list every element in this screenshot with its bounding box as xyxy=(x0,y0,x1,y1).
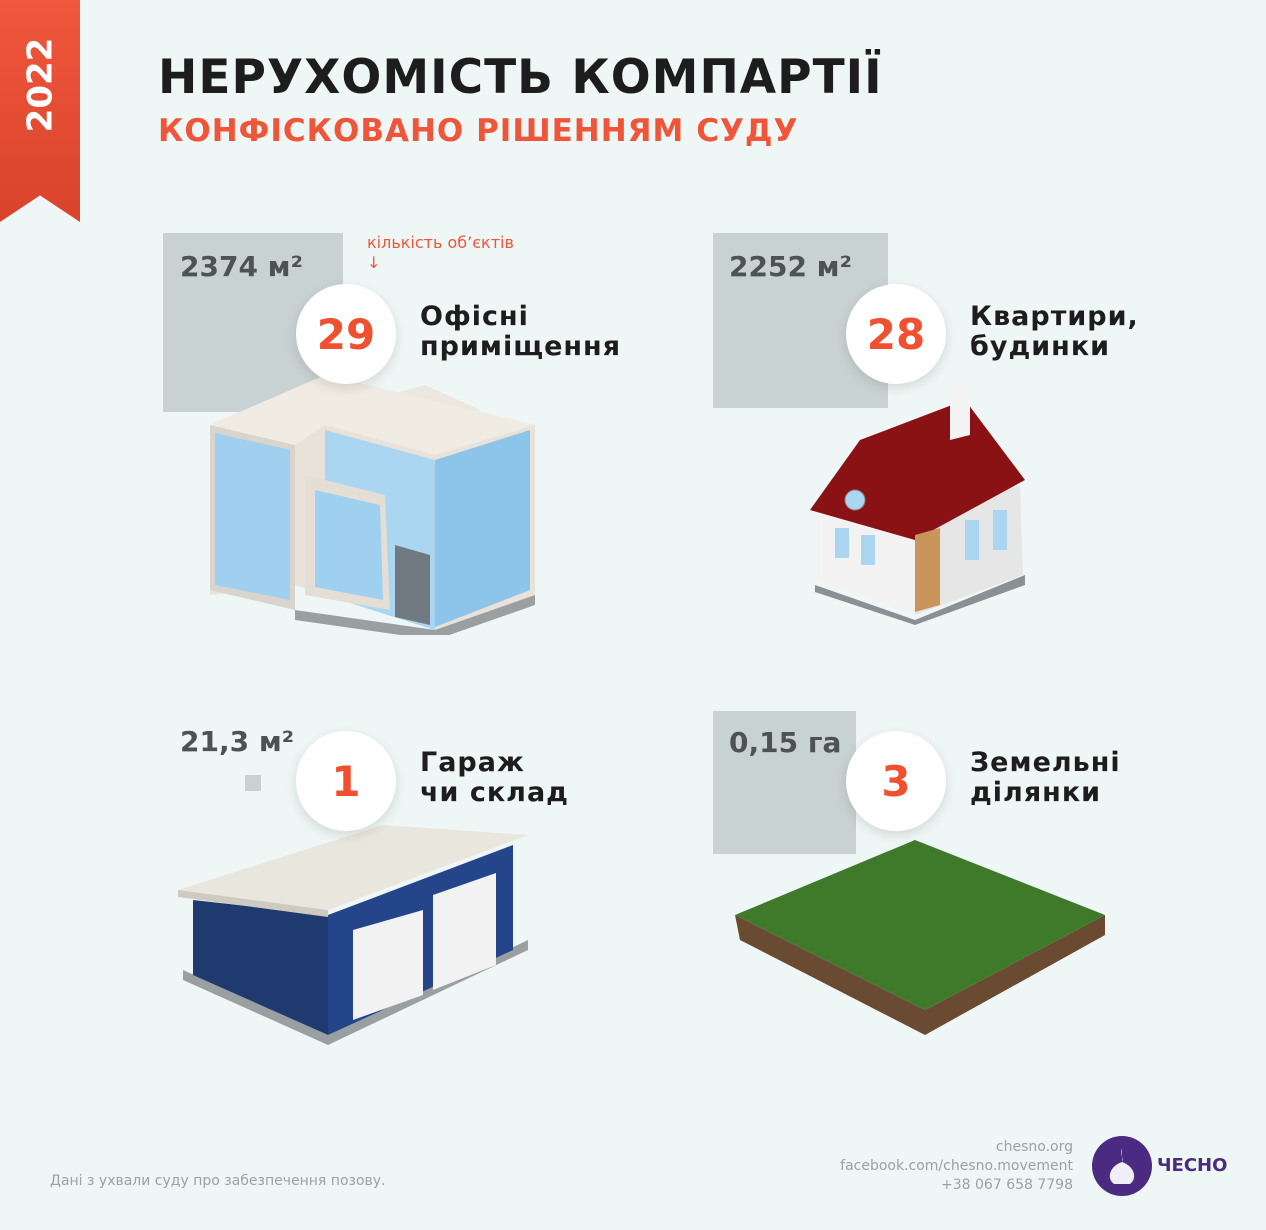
site-link[interactable]: chesno.org xyxy=(995,1139,1073,1155)
source-note: Дані з ухвали суду про забезпечення позо… xyxy=(50,1173,386,1189)
label-line: будинки xyxy=(970,331,1111,362)
count-circle-garage: 1 xyxy=(296,731,396,831)
arrow-down-icon: ↓ xyxy=(367,253,381,272)
area-offices: 2374 м² xyxy=(180,250,303,283)
label-line: Квартири, xyxy=(970,301,1139,332)
label-line: Земельні xyxy=(970,747,1121,778)
area-garage: 21,3 м² xyxy=(180,725,294,758)
brand-name: ЧЕСНО xyxy=(1157,1155,1228,1176)
area-square-garage xyxy=(245,775,261,791)
label-line: ділянки xyxy=(970,777,1102,808)
area-square-land xyxy=(713,711,856,854)
office-building-icon xyxy=(210,375,535,635)
label-land: Земельні ділянки xyxy=(970,748,1121,808)
phone: +38 067 658 7798 xyxy=(941,1177,1073,1193)
house-icon xyxy=(810,385,1025,625)
page-subtitle: КОНФІСКОВАНО РІШЕННЯМ СУДУ xyxy=(158,113,799,149)
year-label: 2022 xyxy=(0,0,80,170)
year-text: 2022 xyxy=(20,37,61,133)
page-title: НЕРУХОМІСТЬ КОМПАРТІЇ xyxy=(158,50,883,105)
label-line: Офісні xyxy=(420,301,529,332)
land-plot-icon xyxy=(735,840,1105,1035)
count-annotation: кількість об’єктів ↓ xyxy=(367,233,514,273)
count-circle-apartments: 28 xyxy=(846,284,946,384)
label-offices: Офісні приміщення xyxy=(420,302,621,362)
garage-icon xyxy=(178,825,528,1045)
garlic-logo-icon xyxy=(1092,1136,1152,1196)
facebook-link[interactable]: facebook.com/chesno.movement xyxy=(840,1158,1073,1174)
label-line: Гараж xyxy=(420,747,525,778)
count-circle-land: 3 xyxy=(846,731,946,831)
count-circle-offices: 29 xyxy=(296,284,396,384)
contacts: chesno.org facebook.com/chesno.movement … xyxy=(840,1138,1073,1195)
label-line: приміщення xyxy=(420,331,622,362)
area-land: 0,15 га xyxy=(729,726,842,759)
label-garage: Гараж чи склад xyxy=(420,748,569,808)
label-apartments: Квартири, будинки xyxy=(970,302,1139,362)
year-ribbon xyxy=(0,0,80,222)
annotation-text: кількість об’єктів xyxy=(367,233,514,252)
label-line: чи склад xyxy=(420,777,569,808)
area-apartments: 2252 м² xyxy=(729,250,852,283)
